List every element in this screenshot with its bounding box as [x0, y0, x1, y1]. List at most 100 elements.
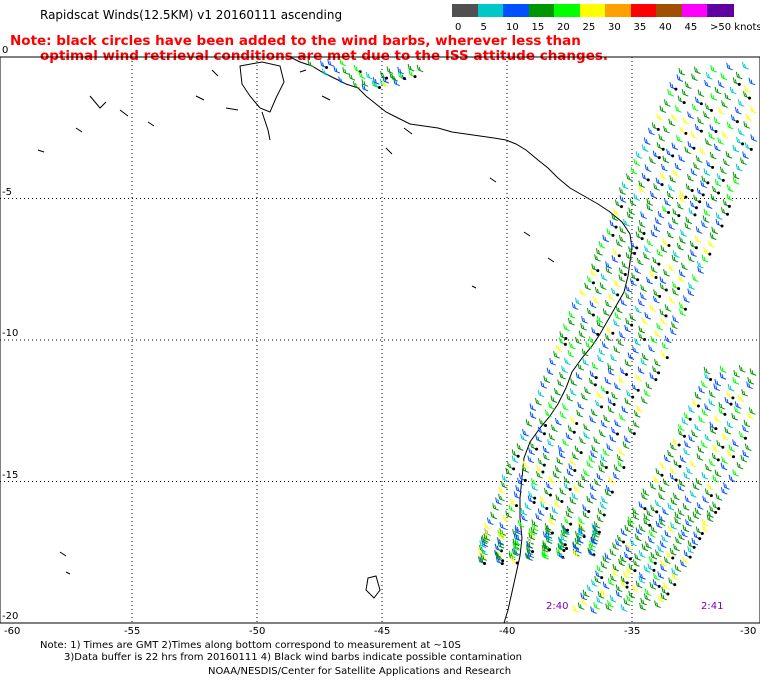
- credit-line: NOAA/NESDIS/Center for Satellite Applica…: [208, 666, 512, 677]
- contamination-dot: [600, 576, 604, 580]
- contamination-dot: [635, 246, 639, 250]
- wind-barb: [560, 530, 568, 538]
- wind-barb: [658, 492, 665, 501]
- wind-barb: [683, 471, 691, 480]
- wind-barb: [528, 532, 536, 541]
- wind-barb: [634, 266, 641, 274]
- wind-barb: [618, 558, 625, 567]
- wind-barb: [511, 455, 519, 464]
- wind-barb: [743, 419, 751, 428]
- wind-barb: [674, 564, 682, 572]
- wind-barb: [626, 567, 633, 575]
- contamination-dot: [541, 470, 545, 474]
- wind-barb: [581, 316, 588, 324]
- scale-label: 40: [659, 22, 672, 33]
- wind-barb: [361, 79, 369, 87]
- wind-barb: [714, 415, 722, 423]
- islands: [37, 61, 555, 599]
- wind-barb: [659, 171, 667, 180]
- wind-barb: [562, 438, 569, 447]
- wind-barb: [498, 532, 505, 541]
- contamination-dot: [565, 547, 569, 551]
- wind-barb: [649, 582, 657, 590]
- wind-barb: [741, 388, 748, 397]
- contamination-dot: [673, 583, 677, 587]
- wind-barb: [663, 269, 670, 277]
- contamination-dot: [564, 337, 568, 341]
- wind-barb: [689, 459, 697, 468]
- wind-barb: [712, 444, 719, 453]
- wind-barb: [542, 445, 550, 454]
- wind-barb: [597, 354, 604, 363]
- scale-swatch: [477, 4, 504, 17]
- contamination-dot: [611, 233, 615, 237]
- contamination-dot: [514, 504, 518, 508]
- contamination-dot: [325, 66, 329, 70]
- wind-barb: [586, 496, 594, 504]
- wind-barb: [577, 363, 585, 371]
- wind-barb: [522, 460, 530, 469]
- wind-barb: [595, 248, 603, 256]
- wind-barb: [643, 252, 650, 260]
- wind-barb: [719, 372, 727, 380]
- wind-barb: [719, 166, 727, 175]
- contamination-dot: [677, 214, 681, 218]
- wind-barb: [598, 465, 605, 473]
- contamination-dot: [565, 528, 569, 532]
- wind-barb: [704, 433, 712, 442]
- wind-barb: [614, 419, 621, 428]
- wind-barb: [737, 99, 745, 107]
- contamination-dot: [674, 87, 678, 91]
- wind-barb: [558, 450, 566, 459]
- contamination-dot: [569, 522, 573, 526]
- wind-barb: [646, 198, 654, 206]
- scale-label: 20: [557, 22, 570, 33]
- longitude-label: -40: [499, 626, 516, 637]
- wind-barb: [714, 378, 722, 387]
- wind-barb: [742, 450, 749, 458]
- contamination-dot: [596, 332, 600, 336]
- contamination-dot: [692, 545, 696, 549]
- wind-barb: [596, 596, 603, 604]
- contamination-dot: [582, 534, 586, 538]
- wind-barb: [654, 600, 661, 609]
- wind-barb: [484, 522, 491, 530]
- contamination-dot: [725, 212, 729, 216]
- wind-barb: [684, 222, 692, 230]
- wind-barb: [646, 276, 653, 285]
- wind-barb: [617, 338, 624, 347]
- wind-barb: [578, 330, 586, 339]
- wind-barb: [619, 235, 626, 243]
- wind-barb: [678, 479, 686, 487]
- wind-barb: [513, 543, 520, 551]
- wind-barb: [672, 492, 680, 501]
- contamination-dot: [717, 191, 721, 195]
- wind-barb: [554, 388, 561, 396]
- contamination-dot: [643, 507, 647, 511]
- wind-barb: [641, 144, 649, 152]
- wind-barb: [701, 524, 709, 533]
- wind-barb: [577, 602, 585, 610]
- wind-barb: [361, 83, 369, 92]
- wind-barb: [633, 158, 641, 167]
- contamination-dot: [658, 294, 662, 298]
- wind-barb: [552, 471, 560, 479]
- wind-barb: [735, 71, 743, 80]
- scale-label: 0: [455, 22, 462, 33]
- wind-barb: [627, 352, 635, 360]
- wind-barb: [731, 413, 738, 421]
- wind-barb: [632, 346, 639, 354]
- wind-barb: [650, 229, 658, 238]
- contamination-dot: [625, 585, 629, 589]
- wind-barb: [702, 495, 709, 504]
- contamination-dot: [625, 581, 629, 585]
- wind-barb: [692, 511, 700, 520]
- wind-barb: [566, 505, 574, 514]
- wind-barb: [746, 381, 753, 390]
- wind-barb: [611, 568, 619, 577]
- wind-barb: [676, 242, 684, 251]
- wind-barb: [623, 218, 630, 227]
- wind-barb: [569, 341, 576, 350]
- wind-barb: [718, 401, 726, 410]
- wind-barb: [618, 448, 626, 456]
